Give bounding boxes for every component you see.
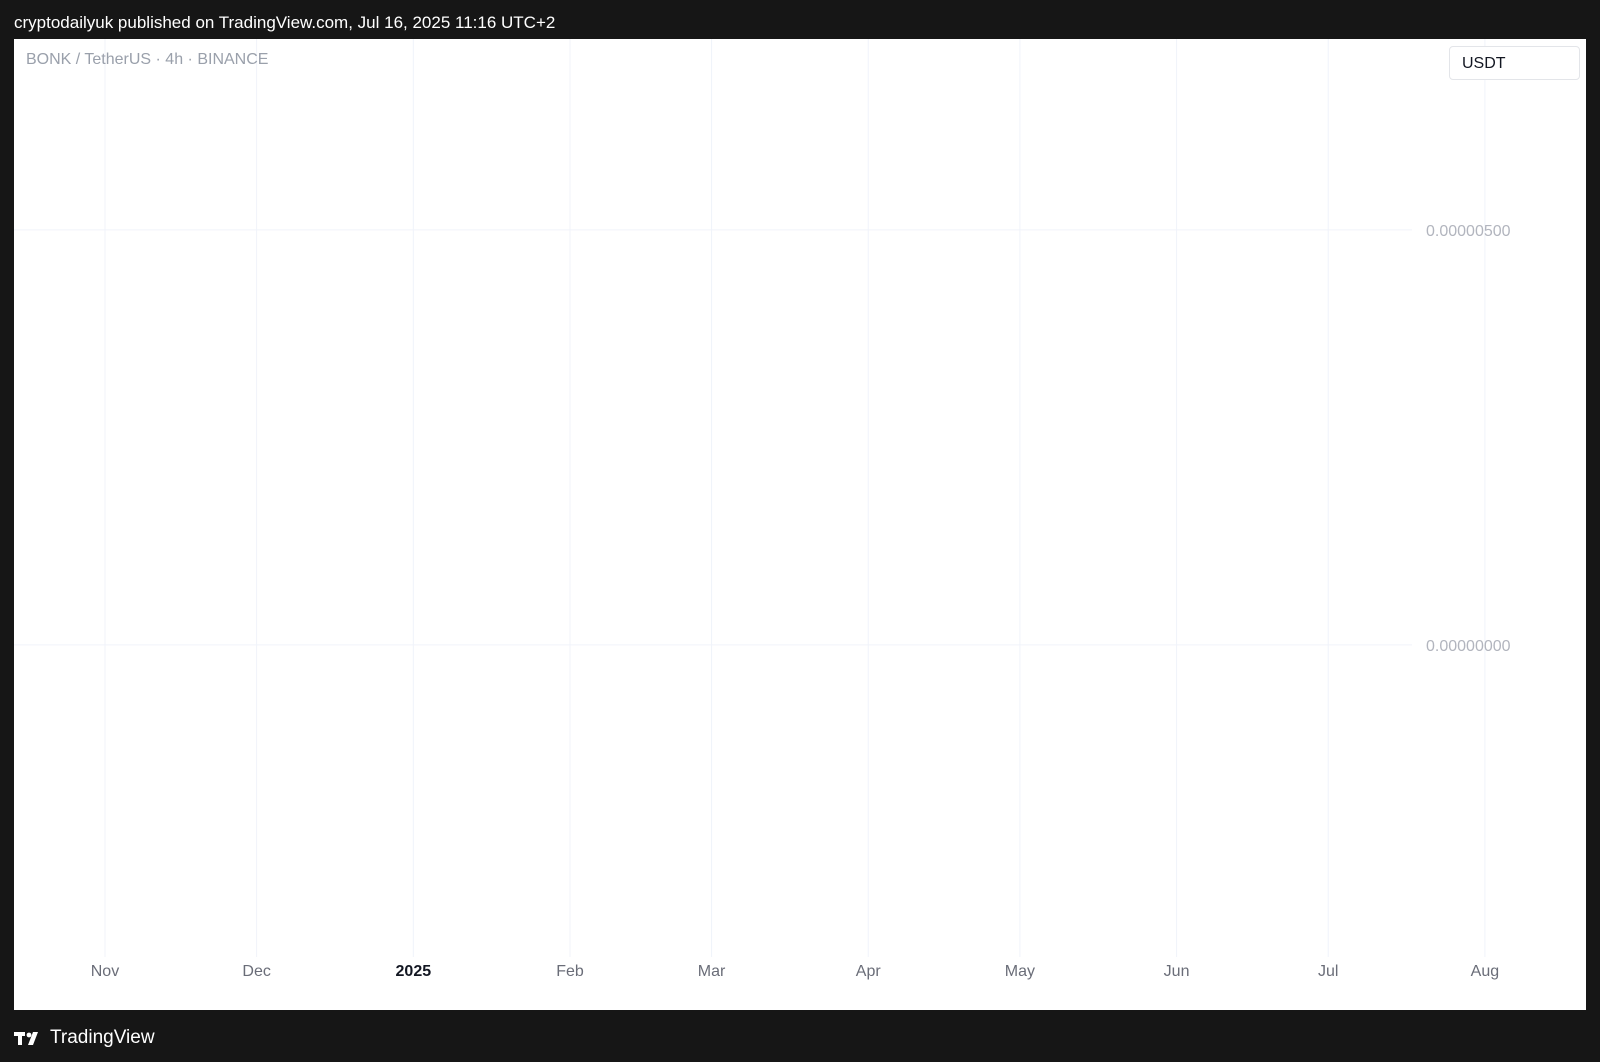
x-axis-tick-label: May <box>1005 963 1035 980</box>
x-axis-tick-label: Jun <box>1164 963 1190 980</box>
x-axis-tick-label: Jul <box>1318 963 1338 980</box>
price-chart[interactable]: 0.000000000.000005000.000010000.00001500… <box>14 39 1586 1010</box>
x-axis-tick-label: 2025 <box>396 963 432 980</box>
x-axis-tick-label: Aug <box>1471 963 1499 980</box>
x-axis-tick-label: Feb <box>556 963 584 980</box>
x-axis-tick-label: Dec <box>242 963 270 980</box>
y-axis-tick-label: 0.00000000 <box>1426 638 1511 655</box>
footer-brand[interactable]: TradingView <box>14 1024 155 1052</box>
footer-brand-label: TradingView <box>50 1027 155 1048</box>
x-axis-tick-label: Nov <box>91 963 119 980</box>
x-axis-tick-label: Apr <box>856 963 882 980</box>
chart-frame[interactable]: 0.000000000.000005000.000010000.00001500… <box>14 39 1586 1010</box>
tradingview-logo-icon <box>14 1032 38 1045</box>
symbol-label: BONK / TetherUS · 4h · BINANCE <box>26 51 269 68</box>
y-axis-tick-label: 0.00000500 <box>1426 223 1511 240</box>
published-by-text: cryptodailyuk published on TradingView.c… <box>14 13 556 32</box>
x-axis-tick-label: Mar <box>698 963 726 980</box>
currency-selector[interactable]: USDT <box>1449 46 1580 80</box>
